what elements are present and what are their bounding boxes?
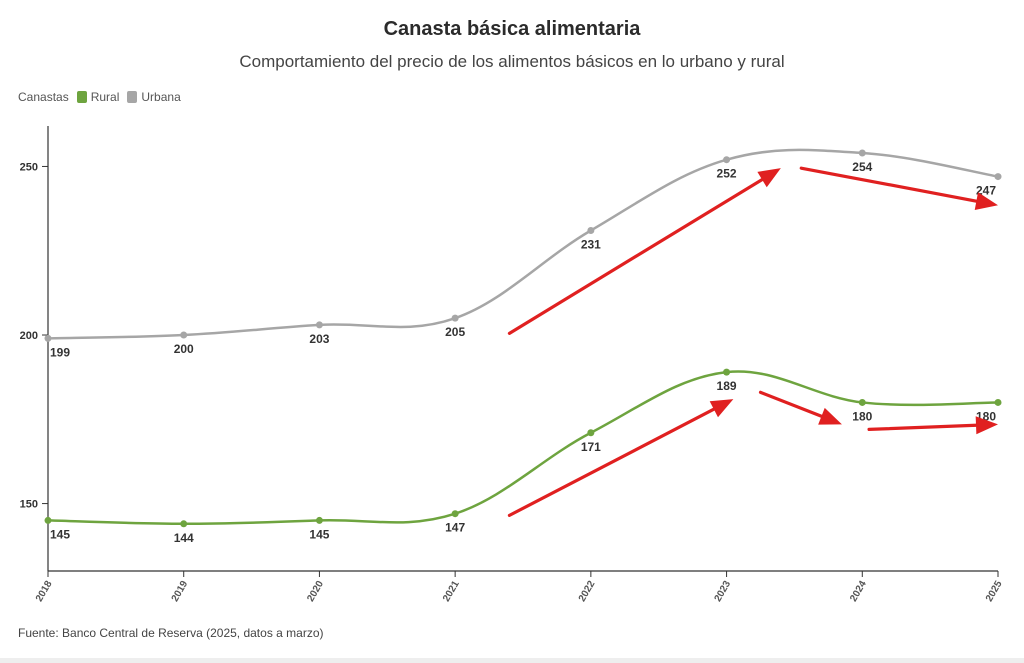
chart-title: Canasta básica alimentaria	[383, 18, 641, 40]
x-tick-label: 2020	[305, 579, 326, 604]
data-point-rural	[315, 516, 323, 524]
data-point-urbana	[587, 227, 595, 235]
trend-arrow-head	[975, 416, 998, 435]
data-label-rural: 171	[581, 440, 601, 454]
data-label-rural: 147	[445, 521, 465, 535]
y-tick-label: 200	[20, 330, 38, 342]
x-tick-label: 2018	[34, 579, 55, 604]
data-label-rural: 145	[309, 527, 329, 541]
legend-swatch-rural	[76, 91, 87, 103]
trend-arrow	[799, 166, 978, 203]
data-label-rural: 145	[50, 527, 70, 541]
data-label-rural: 189	[717, 379, 737, 393]
y-tick-label: 150	[20, 499, 38, 511]
x-tick-label: 2022	[577, 579, 598, 604]
legend-item-urbana[interactable]: Urbana	[127, 90, 181, 104]
source-note: Fuente: Banco Central de Reserva (2025, …	[18, 626, 324, 640]
trend-arrow	[507, 177, 764, 335]
data-label-urbana: 254	[852, 160, 872, 174]
trend-arrow-head	[709, 399, 734, 418]
legend-label-urbana: Urbana	[141, 90, 181, 104]
x-tick-label: 2025	[984, 579, 1005, 604]
series-line-rural	[47, 370, 999, 526]
x-tick-label: 2021	[441, 579, 462, 604]
data-point-rural	[451, 510, 459, 518]
data-label-urbana: 231	[581, 238, 601, 252]
data-point-urbana	[180, 331, 188, 339]
trend-arrow-head	[818, 407, 842, 425]
data-label-urbana: 205	[445, 325, 465, 339]
bottom-bar	[0, 658, 1024, 663]
data-label-rural: 180	[852, 409, 872, 423]
data-point-rural	[180, 520, 188, 528]
x-tick-label: 2023	[713, 579, 734, 604]
data-label-rural: 144	[174, 531, 194, 545]
data-label-urbana: 203	[309, 332, 329, 346]
data-point-urbana	[451, 314, 459, 322]
legend-swatch-urbana	[127, 91, 138, 103]
data-point-urbana	[44, 334, 52, 342]
data-label-urbana: 200	[174, 342, 194, 356]
data-point-rural	[44, 516, 52, 524]
y-tick-label: 250	[20, 161, 38, 173]
series-line-urbana	[47, 148, 999, 340]
trend-arrow-head	[974, 192, 998, 210]
data-point-rural	[858, 398, 866, 406]
legend-item-rural[interactable]: Rural	[76, 90, 120, 104]
data-label-urbana: 252	[717, 167, 737, 181]
x-tick-label: 2024	[848, 579, 869, 604]
data-point-rural	[994, 398, 1002, 406]
data-point-urbana	[994, 173, 1002, 181]
data-point-rural	[723, 368, 731, 376]
data-label-urbana: 247	[976, 184, 996, 198]
data-point-urbana	[315, 321, 323, 329]
legend: Canastas Rural Urbana	[18, 90, 181, 104]
legend-label-rural: Rural	[90, 90, 120, 104]
trend-arrow	[867, 423, 978, 432]
data-point-urbana	[723, 156, 731, 164]
data-point-rural	[587, 429, 595, 437]
data-point-urbana	[858, 149, 866, 157]
data-label-urbana: 199	[50, 345, 70, 359]
trend-arrow	[507, 407, 716, 517]
x-tick-label: 2019	[170, 579, 191, 604]
legend-title: Canastas	[18, 90, 69, 104]
chart-subtitle: Comportamiento del precio de los aliment…	[239, 52, 785, 71]
trend-arrow-head	[757, 168, 781, 188]
trend-arrow	[758, 390, 824, 418]
